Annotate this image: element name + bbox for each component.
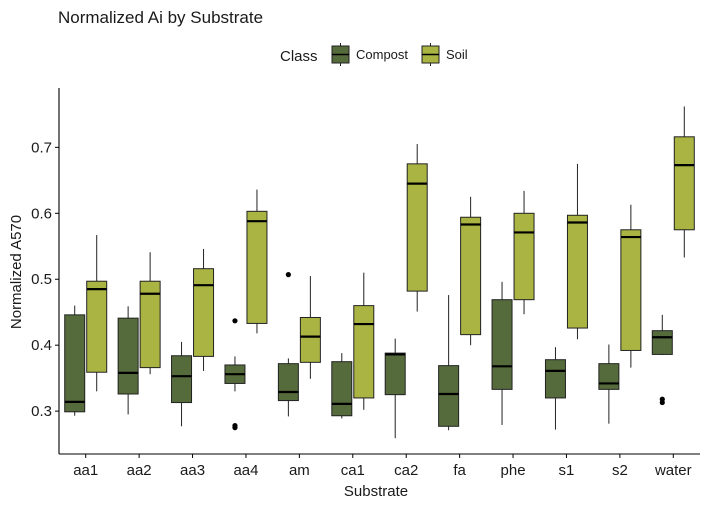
x-tick-label: aa1 <box>73 462 98 479</box>
box-soil-aa3 <box>193 248 215 371</box>
box-body <box>277 363 299 402</box>
box-soil-aa2 <box>139 252 161 375</box>
box-soil-phe <box>513 190 535 315</box>
box-compost-ca2 <box>384 338 406 439</box>
box-soil-s2 <box>620 204 642 368</box>
box-soil-ca1 <box>353 272 375 410</box>
x-tick-label: water <box>654 462 692 479</box>
y-axis: 0.3 0.4 0.5 0.6 0.7 <box>31 88 60 454</box>
box-body <box>193 268 215 357</box>
box-compost-fa <box>438 295 460 431</box>
box-body <box>544 359 566 399</box>
box-soil-fa <box>460 196 482 346</box>
box-body <box>491 299 513 390</box>
box-body <box>86 280 108 373</box>
x-tick-label: phe <box>501 462 526 479</box>
box-body <box>513 212 535 301</box>
x-tick-label: aa3 <box>180 462 205 479</box>
box-compost-aa3 <box>171 341 193 427</box>
legend: Class Compost Soil <box>280 43 468 66</box>
box-body <box>438 365 460 427</box>
box-compost-s2 <box>598 344 620 424</box>
box-soil-s1 <box>566 163 588 340</box>
x-axis-label: Substrate <box>344 483 408 500</box>
x-tick-label: aa2 <box>127 462 152 479</box>
y-tick-label: 0.7 <box>31 139 52 156</box>
box-compost-phe <box>491 281 513 425</box>
box-soil-aa1 <box>86 235 108 392</box>
box-body <box>566 214 588 329</box>
box-body <box>64 314 86 413</box>
outlier-point <box>285 272 291 278</box>
box-body <box>246 210 268 324</box>
box-compost-ca1 <box>331 353 353 419</box>
box-body <box>299 316 321 363</box>
box-group <box>64 106 695 439</box>
outlier-point <box>659 399 665 406</box>
legend-label: Compost <box>356 47 408 62</box>
box-compost-aa2 <box>117 306 139 415</box>
x-tick-label: fa <box>453 462 466 479</box>
box-body <box>384 352 406 396</box>
box-compost-aa1 <box>64 305 86 416</box>
outlier-point <box>232 318 238 324</box>
x-tick-label: s2 <box>612 462 628 479</box>
box-body <box>651 330 673 355</box>
box-compost-water <box>651 314 673 406</box>
box-body <box>406 163 428 292</box>
x-axis: aa1 aa2 aa3 aa4 am ca1 ca2 fa phe s1 s2 water <box>59 453 700 479</box>
y-tick-label: 0.5 <box>31 271 52 288</box>
box-compost-am <box>277 272 299 417</box>
x-tick-label: aa4 <box>233 462 258 479</box>
x-tick-label: ca1 <box>341 462 365 479</box>
box-soil-aa4 <box>246 189 268 334</box>
y-tick-label: 0.3 <box>31 403 52 420</box>
box-body <box>598 363 620 390</box>
legend-item-soil: Soil <box>421 43 468 66</box>
box-body <box>117 317 139 395</box>
box-body <box>139 280 161 369</box>
y-tick-label: 0.4 <box>31 337 52 354</box>
box-soil-water <box>673 106 695 258</box>
x-tick-label: am <box>289 462 310 479</box>
box-body <box>353 305 375 399</box>
x-tick-label: s1 <box>559 462 575 479</box>
box-body <box>673 136 695 231</box>
outlier-point <box>232 425 238 431</box>
box-body <box>620 229 642 351</box>
box-body <box>331 361 353 417</box>
y-tick-label: 0.6 <box>31 205 52 222</box>
box-compost-s1 <box>544 347 566 430</box>
box-soil-ca2 <box>406 144 428 312</box>
chart-title: Normalized Ai by Substrate <box>58 8 263 27</box>
legend-title: Class <box>280 48 318 65</box>
x-tick-label: ca2 <box>394 462 418 479</box>
box-soil-am <box>299 275 321 379</box>
legend-item-compost: Compost <box>331 43 408 66</box>
y-axis-label: Normalized A570 <box>8 215 25 329</box>
box-compost-aa4 <box>224 318 246 431</box>
box-body <box>171 355 193 404</box>
legend-label: Soil <box>446 47 468 62</box>
box-body <box>460 216 482 336</box>
